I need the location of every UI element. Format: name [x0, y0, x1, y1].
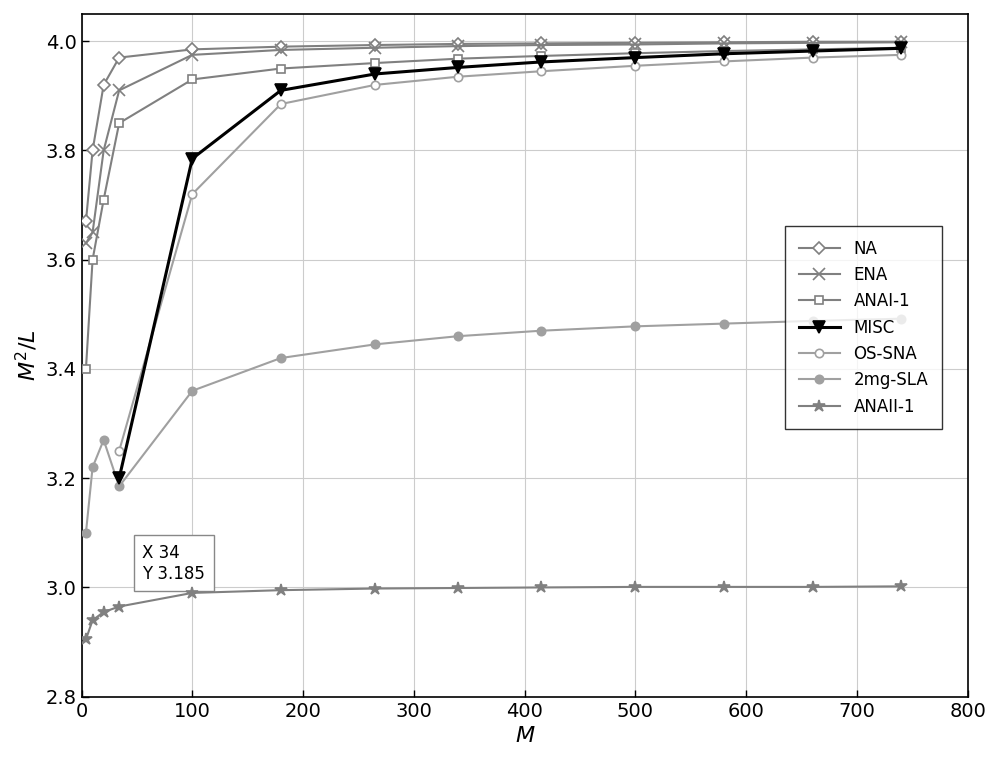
OS-SNA [186, 189, 198, 198]
MISC [275, 86, 287, 95]
OS-SNA [895, 50, 907, 59]
ANAII-1 [452, 584, 464, 593]
ENA [629, 40, 641, 49]
OS-SNA [452, 72, 464, 81]
NA [718, 38, 730, 47]
OS-SNA [629, 62, 641, 71]
ANAII-1 [113, 602, 125, 611]
NA [629, 38, 641, 47]
2mg-SLA [718, 319, 730, 328]
ANAI-1 [186, 75, 198, 84]
OS-SNA [275, 100, 287, 109]
ENA [113, 86, 125, 95]
NA [80, 217, 92, 226]
OS-SNA [113, 446, 125, 455]
Line: MISC: MISC [113, 42, 907, 484]
Line: ANAI-1: ANAI-1 [82, 43, 905, 373]
ANAI-1 [535, 52, 547, 61]
Line: 2mg-SLA: 2mg-SLA [82, 315, 905, 537]
ENA [98, 146, 110, 155]
MISC [113, 473, 125, 483]
NA [535, 39, 547, 48]
ANAI-1 [629, 49, 641, 58]
ENA [535, 40, 547, 49]
ANAI-1 [275, 64, 287, 73]
ANAII-1 [80, 635, 92, 644]
ANAI-1 [80, 364, 92, 373]
Text: X 34
Y 3.185: X 34 Y 3.185 [142, 543, 205, 583]
2mg-SLA [895, 314, 907, 323]
ANAII-1 [186, 588, 198, 597]
MISC [629, 53, 641, 62]
ENA [87, 228, 99, 237]
OS-SNA [535, 67, 547, 76]
MISC [452, 63, 464, 72]
ANAII-1 [895, 582, 907, 591]
NA [895, 37, 907, 46]
MISC [186, 154, 198, 163]
ANAI-1 [369, 59, 381, 68]
ANAI-1 [718, 46, 730, 55]
2mg-SLA [275, 353, 287, 363]
2mg-SLA [113, 482, 125, 491]
NA [807, 37, 819, 46]
NA [186, 45, 198, 54]
ANAII-1 [807, 582, 819, 591]
Line: ENA: ENA [80, 36, 907, 249]
OS-SNA [807, 53, 819, 62]
X-axis label: M: M [515, 726, 534, 746]
ANAII-1 [629, 582, 641, 591]
ANAI-1 [113, 119, 125, 128]
Y-axis label: $M^2/L$: $M^2/L$ [14, 329, 40, 382]
ANAI-1 [87, 255, 99, 264]
NA [87, 146, 99, 155]
ENA [186, 50, 198, 59]
NA [98, 81, 110, 90]
ANAI-1 [895, 43, 907, 52]
ENA [275, 46, 287, 55]
NA [113, 53, 125, 62]
ENA [452, 42, 464, 51]
MISC [535, 58, 547, 67]
Legend: NA, ENA, ANAI-1, MISC, OS-SNA, 2mg-SLA, ANAII-1: NA, ENA, ANAI-1, MISC, OS-SNA, 2mg-SLA, … [785, 226, 942, 429]
ANAI-1 [98, 195, 110, 204]
Line: OS-SNA: OS-SNA [115, 51, 905, 455]
NA [452, 40, 464, 49]
ANAI-1 [452, 54, 464, 63]
MISC [369, 69, 381, 78]
ENA [895, 38, 907, 47]
2mg-SLA [80, 528, 92, 537]
ENA [718, 39, 730, 48]
MISC [895, 44, 907, 53]
2mg-SLA [807, 316, 819, 325]
2mg-SLA [629, 321, 641, 331]
ANAII-1 [718, 582, 730, 591]
ENA [80, 239, 92, 248]
ENA [807, 38, 819, 47]
ENA [369, 43, 381, 52]
2mg-SLA [186, 386, 198, 395]
ANAII-1 [87, 616, 99, 625]
ANAII-1 [535, 583, 547, 592]
ANAII-1 [98, 607, 110, 616]
MISC [807, 46, 819, 55]
Line: NA: NA [82, 37, 905, 226]
OS-SNA [369, 81, 381, 90]
Line: ANAII-1: ANAII-1 [80, 580, 907, 645]
2mg-SLA [369, 340, 381, 349]
NA [369, 40, 381, 49]
ANAI-1 [807, 45, 819, 54]
NA [275, 42, 287, 51]
ANAII-1 [275, 586, 287, 595]
MISC [718, 49, 730, 59]
OS-SNA [718, 57, 730, 66]
2mg-SLA [452, 331, 464, 340]
2mg-SLA [87, 463, 99, 472]
ANAII-1 [369, 584, 381, 593]
2mg-SLA [535, 326, 547, 335]
2mg-SLA [98, 435, 110, 445]
